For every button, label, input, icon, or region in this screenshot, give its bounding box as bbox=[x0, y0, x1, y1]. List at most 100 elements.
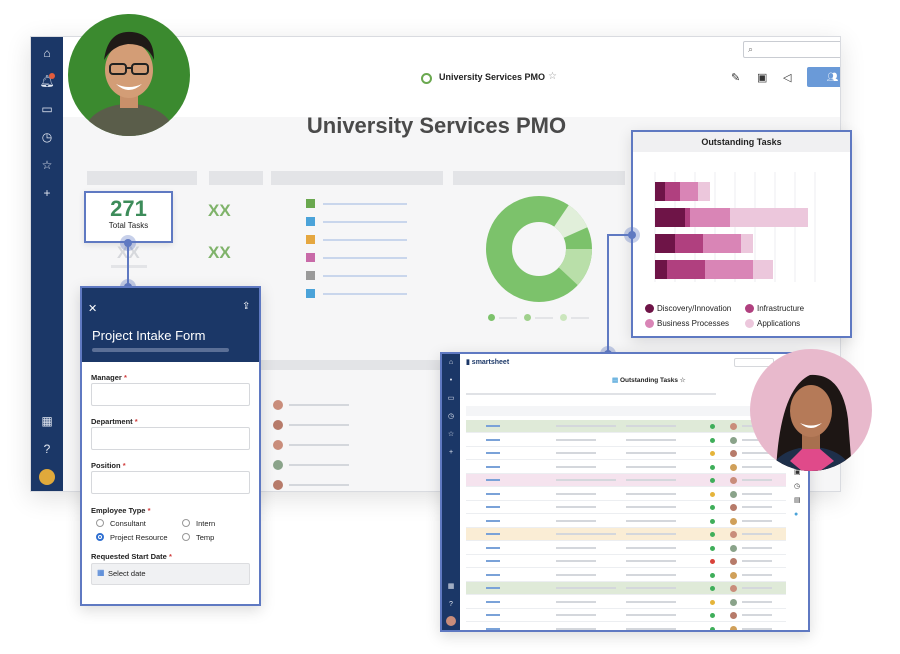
share-icon[interactable]: ⇪ bbox=[242, 301, 251, 312]
present-icon[interactable]: ▣ bbox=[757, 72, 768, 84]
start-date-label: Requested Start Date * bbox=[91, 552, 172, 561]
share-button[interactable]: 👥︎ bbox=[807, 67, 840, 87]
department-field[interactable] bbox=[91, 427, 250, 450]
legend-swatch bbox=[306, 271, 315, 280]
proof-icon[interactable]: ▤ bbox=[794, 497, 801, 504]
table-cell bbox=[556, 452, 596, 454]
table-cell bbox=[626, 506, 676, 508]
radio-project-resource[interactable] bbox=[96, 533, 104, 541]
widget-header bbox=[453, 171, 625, 185]
table-row[interactable] bbox=[466, 474, 786, 487]
avatar bbox=[730, 450, 737, 457]
legend-swatch bbox=[306, 253, 315, 262]
close-icon[interactable]: ✕ bbox=[88, 303, 98, 315]
sheet-grid bbox=[442, 420, 808, 630]
home-icon[interactable]: ⌂ bbox=[448, 359, 454, 366]
row-icons bbox=[486, 573, 500, 576]
sheet-toolbar bbox=[466, 390, 786, 398]
table-cell bbox=[742, 492, 772, 495]
bell-icon[interactable]: • bbox=[449, 377, 453, 384]
avatar bbox=[730, 544, 737, 552]
apps-grid-icon[interactable]: ▦ bbox=[41, 414, 53, 428]
manager-field[interactable] bbox=[91, 383, 250, 406]
table-cell bbox=[626, 479, 676, 481]
status-dot bbox=[710, 586, 715, 591]
plus-icon[interactable]: + bbox=[448, 449, 454, 456]
table-row[interactable] bbox=[466, 488, 786, 501]
start-date-field[interactable]: ▦ bbox=[91, 563, 250, 585]
avatar[interactable] bbox=[446, 616, 456, 626]
table-row[interactable] bbox=[466, 569, 786, 582]
chart-title: Outstanding Tasks bbox=[633, 132, 850, 152]
edit-pencil-icon[interactable]: ✎ bbox=[731, 72, 741, 84]
table-cell bbox=[289, 484, 349, 486]
star-icon[interactable]: ☆ bbox=[41, 158, 53, 172]
table-row[interactable] bbox=[466, 447, 786, 460]
donut-legend-dot bbox=[488, 314, 495, 321]
radio-intern[interactable] bbox=[182, 519, 190, 527]
star-icon[interactable]: ☆ bbox=[447, 431, 455, 438]
table-row[interactable] bbox=[466, 501, 786, 514]
avatar bbox=[730, 558, 737, 565]
radio-consultant[interactable] bbox=[96, 519, 104, 527]
avatar bbox=[730, 612, 737, 619]
megaphone-icon[interactable]: ◁ bbox=[783, 72, 792, 84]
avatar bbox=[730, 490, 737, 498]
table-row[interactable] bbox=[466, 596, 786, 609]
table-row[interactable] bbox=[466, 542, 786, 555]
help-icon[interactable]: ? bbox=[43, 442, 51, 456]
left-nav: ⌂ 🔔︎ ▭ ◷ ☆ + ▦ ? bbox=[31, 37, 63, 491]
avatar bbox=[730, 585, 737, 592]
bar-segment bbox=[675, 234, 703, 253]
total-tasks-value: 271 bbox=[110, 196, 147, 221]
status-dot bbox=[710, 505, 715, 510]
donut-legend-label bbox=[535, 317, 553, 319]
attachments-icon[interactable]: ▣ bbox=[794, 469, 801, 476]
avatar[interactable] bbox=[39, 469, 55, 485]
insights-icon[interactable]: ● bbox=[794, 511, 799, 518]
legend-label bbox=[323, 257, 407, 259]
table-cell bbox=[556, 573, 596, 576]
favorite-star-icon[interactable]: ☆ bbox=[548, 71, 557, 82]
clock-icon[interactable]: ◷ bbox=[41, 130, 53, 144]
table-cell bbox=[289, 404, 349, 406]
home-icon[interactable]: ⌂ bbox=[43, 46, 51, 60]
table-row[interactable] bbox=[466, 582, 786, 595]
widget-header bbox=[271, 171, 443, 185]
table-row[interactable] bbox=[466, 623, 786, 630]
history-icon[interactable]: ◷ bbox=[794, 483, 801, 490]
bell-icon[interactable]: 🔔︎ bbox=[39, 73, 55, 88]
row-icons bbox=[486, 546, 500, 549]
bar-segment bbox=[685, 208, 690, 227]
table-cell bbox=[556, 560, 596, 562]
legend-swatch bbox=[306, 235, 315, 244]
table-row[interactable] bbox=[466, 434, 786, 447]
bar-segment bbox=[741, 234, 753, 253]
outstanding-tasks-card[interactable]: Outstanding Tasks Discovery/Innovation I… bbox=[631, 130, 852, 338]
clock-icon[interactable]: ◷ bbox=[447, 413, 455, 420]
table-row[interactable] bbox=[466, 515, 786, 528]
folder-icon[interactable]: ▭ bbox=[447, 395, 455, 402]
position-field[interactable] bbox=[91, 471, 250, 494]
search-input[interactable]: ⌕ bbox=[743, 41, 840, 58]
table-row[interactable] bbox=[466, 528, 786, 541]
legend-label: Business Processes bbox=[657, 319, 730, 328]
plus-icon[interactable]: + bbox=[43, 186, 51, 200]
radio-temp[interactable] bbox=[182, 533, 190, 541]
metric-value: XX bbox=[208, 201, 231, 220]
table-row[interactable] bbox=[466, 555, 786, 568]
right-panel-icons: ▣ ◷ ▤ ● bbox=[794, 466, 806, 526]
table-cell bbox=[626, 533, 676, 535]
legend-label bbox=[323, 293, 407, 295]
table-row[interactable] bbox=[466, 420, 786, 433]
table-cell bbox=[626, 546, 676, 549]
avatar bbox=[730, 625, 737, 630]
table-row[interactable] bbox=[466, 609, 786, 622]
form-title: Project Intake Form bbox=[92, 328, 206, 343]
total-tasks-card[interactable]: 271 Total Tasks bbox=[84, 191, 173, 243]
apps-grid-icon[interactable]: ▦ bbox=[447, 583, 455, 590]
help-icon[interactable]: ? bbox=[449, 601, 453, 608]
folder-icon[interactable]: ▭ bbox=[41, 102, 53, 116]
table-row[interactable] bbox=[466, 461, 786, 474]
table-cell bbox=[742, 546, 772, 549]
